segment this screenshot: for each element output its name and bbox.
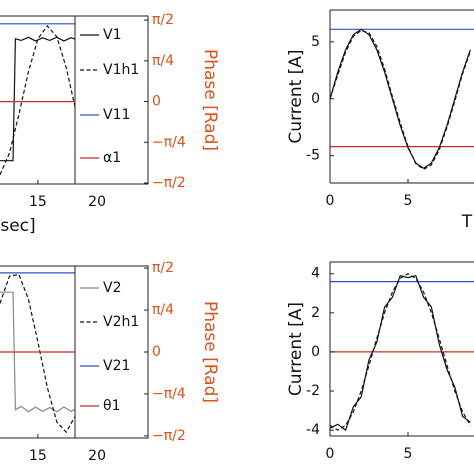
legend-label: V21 <box>103 358 130 374</box>
legend-box <box>74 265 149 439</box>
y2-axis-label: Phase [Rad] <box>200 49 220 151</box>
y-tick-label: 0 <box>311 344 320 360</box>
x-tick-label: 15 <box>29 448 47 464</box>
y2-axis-label: Phase [Rad] <box>200 301 220 403</box>
y-tick-label: -4 <box>306 422 320 438</box>
y-tick-label: -2 <box>306 383 320 399</box>
x-tick-label: 5 <box>404 446 413 462</box>
legend-label: α1 <box>103 150 121 166</box>
legend-label: θ1 <box>103 398 120 414</box>
y2-tick-label: π/4 <box>152 302 174 318</box>
y-tick-label: 4 <box>311 266 320 282</box>
y2-tick-label: π/2 <box>152 12 174 28</box>
x-tick-label: 20 <box>88 448 106 464</box>
legend-label: V2 <box>103 280 121 296</box>
series-line <box>330 28 471 169</box>
y2-tick-label: −π/4 <box>152 386 186 402</box>
plot-area <box>330 28 474 171</box>
y2-tick-label: −π/4 <box>152 134 186 150</box>
plot-area <box>330 272 474 432</box>
y2-tick-label: −π/2 <box>152 428 186 444</box>
x-axis-label: T <box>461 212 473 232</box>
y-tick-label: 0 <box>311 91 320 107</box>
legend-box <box>74 15 149 185</box>
y-tick-label: 5 <box>311 34 320 50</box>
y-tick-label: 2 <box>311 305 320 321</box>
y-tick-label: -5 <box>306 148 320 164</box>
series-line <box>330 272 471 431</box>
legend-label: V1h1 <box>103 62 139 78</box>
y2-tick-label: π/4 <box>152 53 174 69</box>
x-tick-label: 15 <box>29 194 47 210</box>
y-axis-label: Current [A] <box>286 302 306 396</box>
x-tick-label: 0 <box>326 446 335 462</box>
x-tick-label: 5 <box>404 193 413 209</box>
legend-label: V11 <box>103 107 130 123</box>
series-line <box>330 274 471 432</box>
legend-label: V1 <box>103 27 121 43</box>
y2-tick-label: π/2 <box>152 260 174 276</box>
y2-tick-label: 0 <box>152 94 161 110</box>
y2-tick-label: −π/2 <box>152 175 186 191</box>
x-axis-label: sec] <box>0 216 35 236</box>
series-line <box>330 29 471 171</box>
x-tick-label: 0 <box>326 193 335 209</box>
legend-label: V2h1 <box>103 314 139 330</box>
y-axis-label: Current [A] <box>286 49 306 143</box>
y2-tick-label: 0 <box>152 344 161 360</box>
x-tick-label: 20 <box>88 194 106 210</box>
